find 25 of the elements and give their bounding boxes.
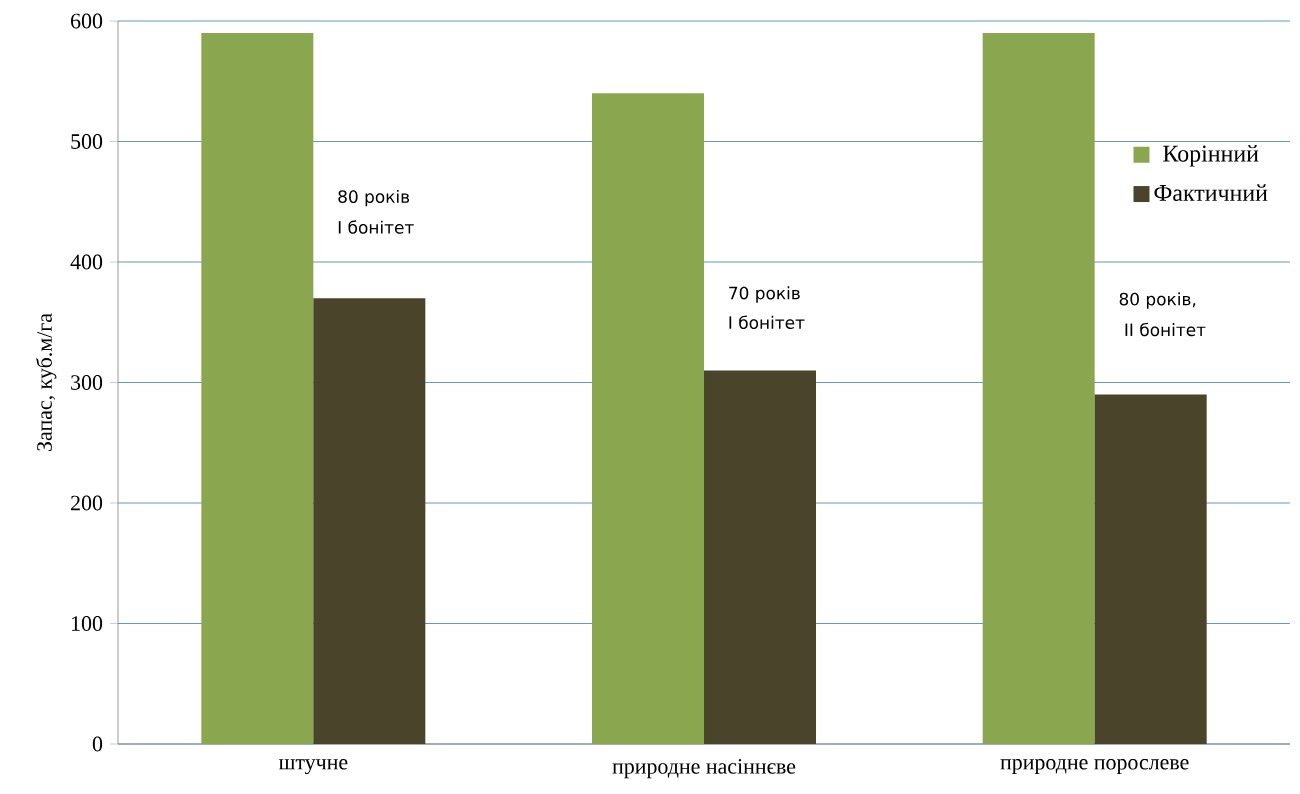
annotation: І бонітет bbox=[338, 220, 414, 234]
y-axis-title: Запас, куб.м/га bbox=[35, 313, 57, 451]
x-tick-label: природне порослеве bbox=[1000, 759, 1189, 775]
y-tick-label: 100 bbox=[72, 616, 103, 631]
bar bbox=[201, 33, 314, 744]
annotation: 70 років bbox=[729, 286, 800, 303]
y-tick-label: 300 bbox=[71, 375, 103, 390]
annotation: 80 років, bbox=[1119, 292, 1196, 309]
annotation: 80 років bbox=[338, 189, 410, 207]
bar bbox=[592, 93, 705, 744]
y-tick-label: 400 bbox=[70, 254, 103, 270]
y-tick-label: 500 bbox=[71, 134, 103, 149]
y-tick-label: 0 bbox=[92, 736, 103, 752]
y-tick-label: 200 bbox=[71, 495, 103, 511]
bar bbox=[313, 298, 426, 744]
legend-label: Фактичний bbox=[1154, 184, 1268, 201]
bar bbox=[982, 33, 1095, 744]
x-tick-label: штучне bbox=[278, 759, 348, 775]
legend-label: Корінний bbox=[1163, 145, 1259, 167]
annotation: І бонітет bbox=[729, 315, 805, 329]
bar bbox=[1094, 394, 1207, 744]
annotation: ІІ бонітет bbox=[1125, 322, 1206, 337]
bar bbox=[704, 370, 817, 744]
y-tick-label: 600 bbox=[71, 13, 103, 29]
x-tick-label: природне насіннєве bbox=[612, 759, 796, 779]
